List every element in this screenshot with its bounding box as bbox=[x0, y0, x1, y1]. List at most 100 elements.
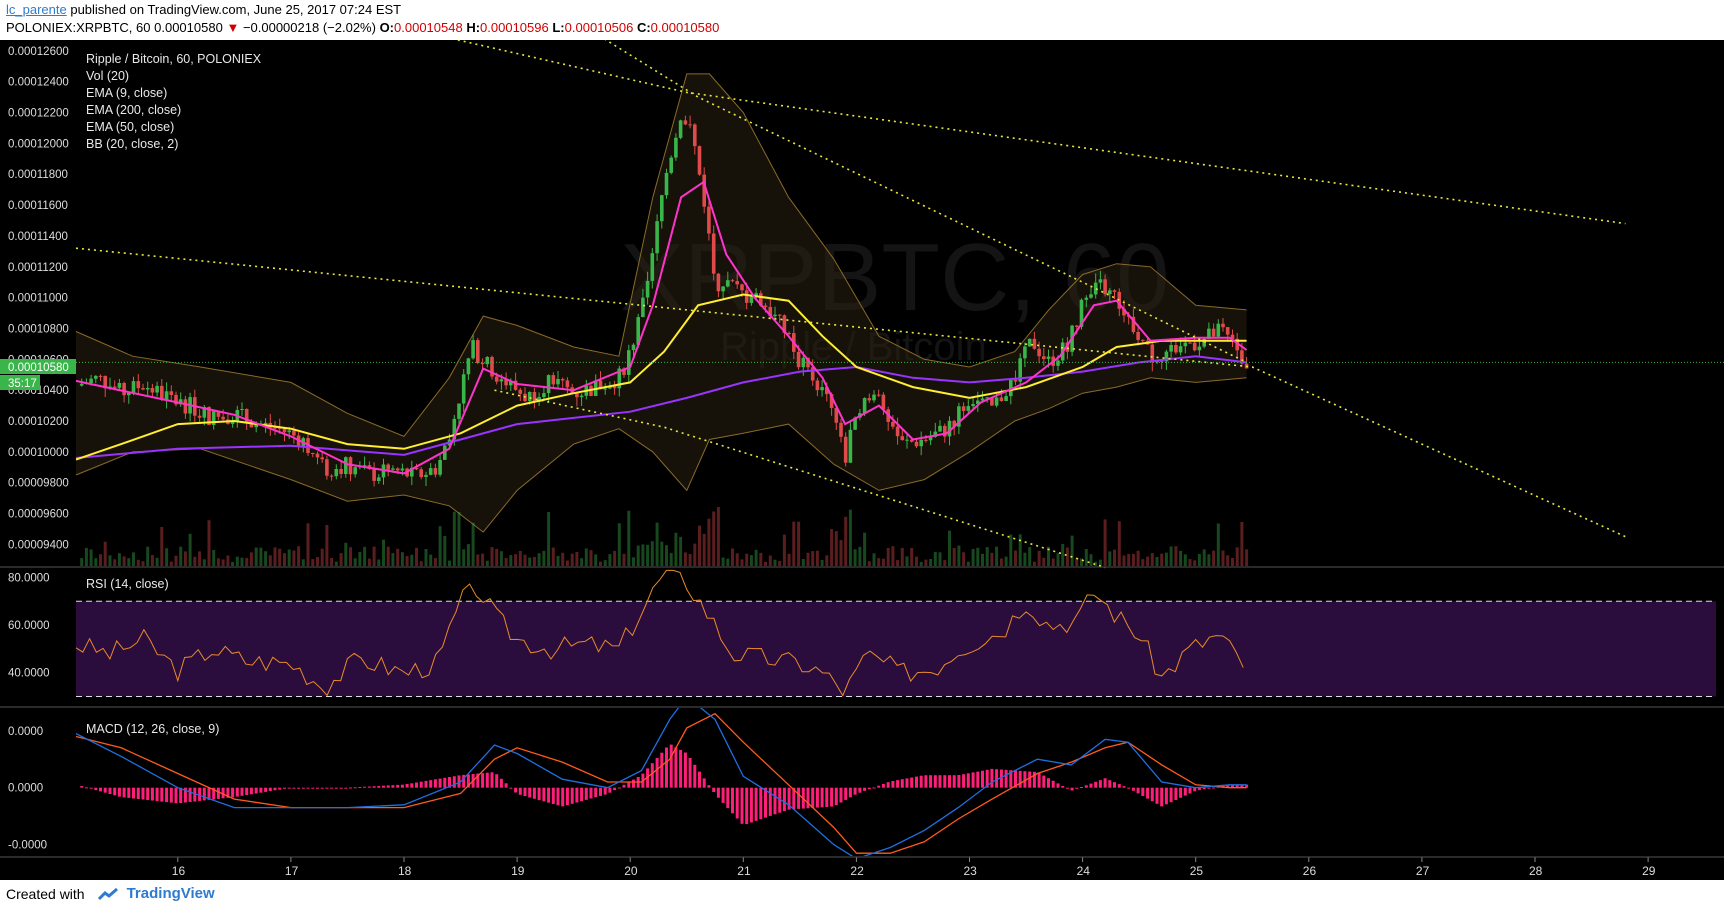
candle-body bbox=[938, 425, 942, 432]
candle-body bbox=[334, 469, 339, 477]
candle-body bbox=[678, 120, 683, 138]
candle-body bbox=[820, 387, 824, 391]
volume-bar bbox=[1014, 550, 1017, 566]
volume-bar bbox=[759, 552, 763, 566]
volume-bar bbox=[679, 536, 683, 566]
price-tick-label: 0.00011000 bbox=[8, 293, 68, 305]
volume-bar bbox=[702, 533, 706, 566]
macd-histogram-bar bbox=[419, 781, 423, 788]
candle-body bbox=[914, 441, 919, 447]
macd-histogram-bar bbox=[778, 787, 782, 813]
volume-bar bbox=[999, 558, 1003, 566]
macd-histogram-bar bbox=[853, 787, 857, 795]
macd-histogram-bar bbox=[632, 779, 635, 788]
volume-bar bbox=[1164, 552, 1168, 566]
macd-histogram-bar bbox=[1183, 787, 1187, 796]
candle-body bbox=[895, 426, 900, 437]
volume-bar bbox=[754, 549, 758, 566]
chart-canvas[interactable]: XRPBTC, 60 Ripple / Bitcoin 0.000126000.… bbox=[0, 40, 1724, 880]
candle-body bbox=[424, 474, 428, 477]
volume-bar bbox=[815, 550, 819, 566]
macd-histogram-bar bbox=[891, 781, 895, 788]
volume-bar bbox=[933, 551, 937, 566]
volume-bar bbox=[1179, 550, 1183, 566]
volume-bar bbox=[292, 550, 296, 566]
macd-histogram-bar bbox=[650, 763, 654, 788]
candle-body bbox=[1122, 308, 1126, 316]
candle-body bbox=[645, 280, 650, 298]
volume-bar bbox=[915, 556, 918, 566]
candle-body bbox=[565, 380, 570, 388]
author-link[interactable]: lc_parente bbox=[6, 2, 67, 17]
legend-title: Ripple / Bitcoin, 60, POLONIEX bbox=[86, 52, 262, 66]
macd-histogram-bar bbox=[764, 787, 767, 818]
macd-histogram-bar bbox=[589, 787, 593, 799]
volume-bar bbox=[641, 544, 645, 566]
macd-histogram-bar bbox=[1202, 787, 1206, 790]
macd-histogram-bar bbox=[202, 787, 206, 801]
macd-histogram-bar bbox=[580, 787, 584, 802]
time-tick-label: 24 bbox=[1077, 864, 1091, 878]
candle-body bbox=[862, 398, 867, 414]
candle-body bbox=[702, 174, 706, 207]
candle-body bbox=[150, 388, 155, 393]
volume-bar bbox=[995, 546, 999, 566]
macd-histogram-bar bbox=[976, 771, 980, 788]
volume-bar bbox=[943, 560, 947, 566]
volume-bar bbox=[495, 548, 499, 566]
volume-bar bbox=[688, 554, 692, 566]
volume-bar bbox=[674, 532, 678, 566]
macd-histogram-bar bbox=[1061, 786, 1065, 788]
volume-bar bbox=[1009, 534, 1013, 566]
macd-histogram-bar bbox=[646, 768, 650, 788]
candle-body bbox=[556, 379, 560, 385]
macd-histogram-bar bbox=[825, 787, 829, 807]
candle-body bbox=[372, 469, 376, 481]
macd-line bbox=[76, 708, 1247, 856]
volume-bar bbox=[320, 548, 324, 566]
tradingview-logo[interactable]: TradingView bbox=[95, 885, 215, 902]
candle-body bbox=[1042, 356, 1046, 359]
macd-histogram-bar bbox=[320, 787, 324, 789]
candle-body bbox=[499, 379, 504, 382]
candle-body bbox=[1103, 279, 1107, 295]
macd-histogram-bar bbox=[1098, 780, 1102, 788]
candle-body bbox=[127, 392, 131, 396]
volume-bar bbox=[683, 552, 687, 566]
macd-histogram-bar bbox=[1179, 787, 1183, 798]
macd-histogram-bar bbox=[707, 785, 711, 788]
macd-histogram-bar bbox=[462, 774, 466, 788]
candle-body bbox=[461, 374, 466, 404]
volume-bar bbox=[1098, 559, 1102, 566]
volume-bar bbox=[848, 509, 852, 566]
volume-bar bbox=[537, 553, 541, 566]
volume-bar bbox=[339, 553, 343, 566]
macd-histogram-bar bbox=[84, 787, 88, 789]
volume-bar bbox=[301, 559, 305, 566]
candle-body bbox=[537, 397, 541, 402]
candle-body bbox=[617, 368, 622, 389]
legend-vol: Vol (20) bbox=[86, 69, 129, 83]
volume-bar bbox=[117, 553, 121, 566]
time-tick-label: 18 bbox=[398, 864, 412, 878]
volume-bar bbox=[80, 558, 84, 566]
candle-body bbox=[1240, 350, 1244, 364]
volume-bar bbox=[499, 551, 503, 566]
candle-body bbox=[754, 293, 758, 297]
macd-histogram-bar bbox=[372, 786, 376, 788]
volume-bar bbox=[1042, 557, 1046, 566]
volume-bar bbox=[198, 551, 202, 566]
macd-histogram-bar bbox=[1103, 778, 1107, 788]
candle-body bbox=[957, 406, 961, 427]
candle-body bbox=[674, 137, 678, 158]
volume-bar bbox=[349, 547, 352, 566]
macd-histogram-bar bbox=[452, 776, 456, 788]
volume-bar bbox=[419, 561, 423, 566]
volume-bar bbox=[490, 547, 494, 566]
macd-plot bbox=[76, 708, 1249, 856]
volume-bar bbox=[622, 553, 626, 566]
trend-line bbox=[75, 247, 1626, 538]
candle-body bbox=[131, 381, 136, 393]
macd-histogram-bar bbox=[264, 787, 268, 792]
time-axis[interactable]: 16 17 18 19 20 21 22 23 24 25 26 27 28 29 bbox=[172, 857, 1656, 878]
